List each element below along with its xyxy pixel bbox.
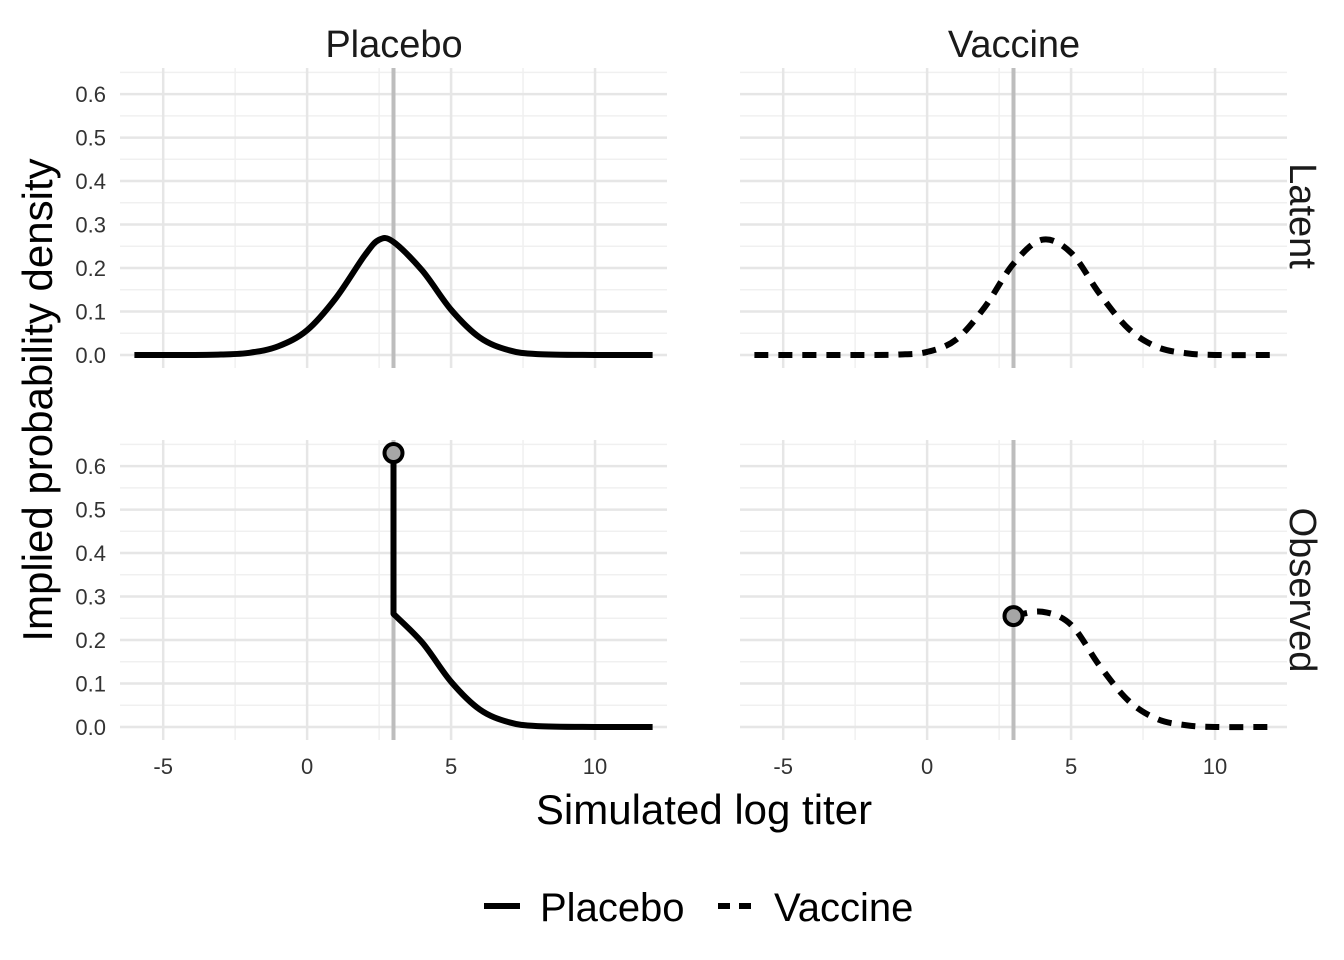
x-tick-label: 0 (921, 754, 933, 779)
y-tick-label: 0.4 (75, 169, 106, 194)
y-tick-label: 0.1 (75, 671, 106, 696)
y-tick-label: 0.5 (75, 126, 106, 151)
series-line-placebo-observed (390, 453, 653, 731)
series-line-vaccine-observed (1012, 608, 1273, 731)
column-label-placebo: Placebo (325, 24, 462, 66)
y-tick-label: 0.2 (75, 256, 106, 281)
y-axis-title: Implied probability density (14, 158, 61, 641)
y-tick-label: 0.4 (75, 541, 106, 566)
x-tick-label: 0 (301, 754, 313, 779)
y-tick-label: 0.3 (75, 585, 106, 610)
x-tick-label: 5 (445, 754, 457, 779)
series-line-placebo-latent (134, 235, 653, 359)
y-tick-label: 0.1 (75, 299, 106, 324)
y-tick-label: 0.6 (75, 82, 106, 107)
x-tick-label: 10 (583, 754, 607, 779)
series-line-vaccine-latent (754, 236, 1273, 359)
facet-panels: 0.0 0.1 0.2 0.3 0.4 0.5 0.6 0.0 0.1 0.2 0.3 0.4 0.5 0… (75, 68, 1287, 779)
column-label-vaccine: Vaccine (948, 24, 1080, 66)
y-tick-label: 0.6 (75, 454, 106, 479)
x-tick-label: -5 (153, 754, 173, 779)
x-tick-label: 10 (1203, 754, 1227, 779)
y-tick-label: 0.3 (75, 213, 106, 238)
y-tick-label: 0.0 (75, 343, 106, 368)
censored-point-vaccine (1002, 605, 1025, 628)
y-tick-label: 0.0 (75, 715, 106, 740)
censored-point-placebo (382, 442, 405, 465)
x-tick-label: 5 (1065, 754, 1077, 779)
row-label-observed: Observed (1281, 508, 1323, 673)
legend: Placebo Vaccine (484, 886, 913, 930)
row-label-latent: Latent (1281, 163, 1323, 269)
legend-label-placebo: Placebo (540, 886, 685, 930)
x-tick-label: -5 (773, 754, 793, 779)
y-tick-label: 0.5 (75, 498, 106, 523)
x-axis-title: Simulated log titer (536, 786, 872, 833)
y-tick-label: 0.2 (75, 628, 106, 653)
legend-label-vaccine: Vaccine (774, 886, 913, 930)
